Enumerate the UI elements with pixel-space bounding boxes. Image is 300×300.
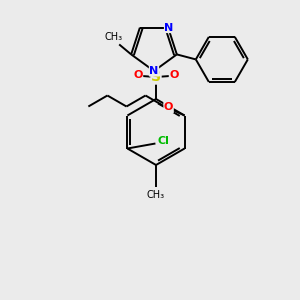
- Text: O: O: [133, 70, 143, 80]
- Text: CH₃: CH₃: [147, 190, 165, 200]
- Text: O: O: [169, 70, 179, 80]
- Text: CH₃: CH₃: [104, 32, 122, 42]
- Text: N: N: [149, 66, 159, 76]
- Text: N: N: [164, 22, 174, 33]
- Text: O: O: [164, 103, 173, 112]
- Text: S: S: [151, 70, 161, 84]
- Text: Cl: Cl: [158, 136, 169, 146]
